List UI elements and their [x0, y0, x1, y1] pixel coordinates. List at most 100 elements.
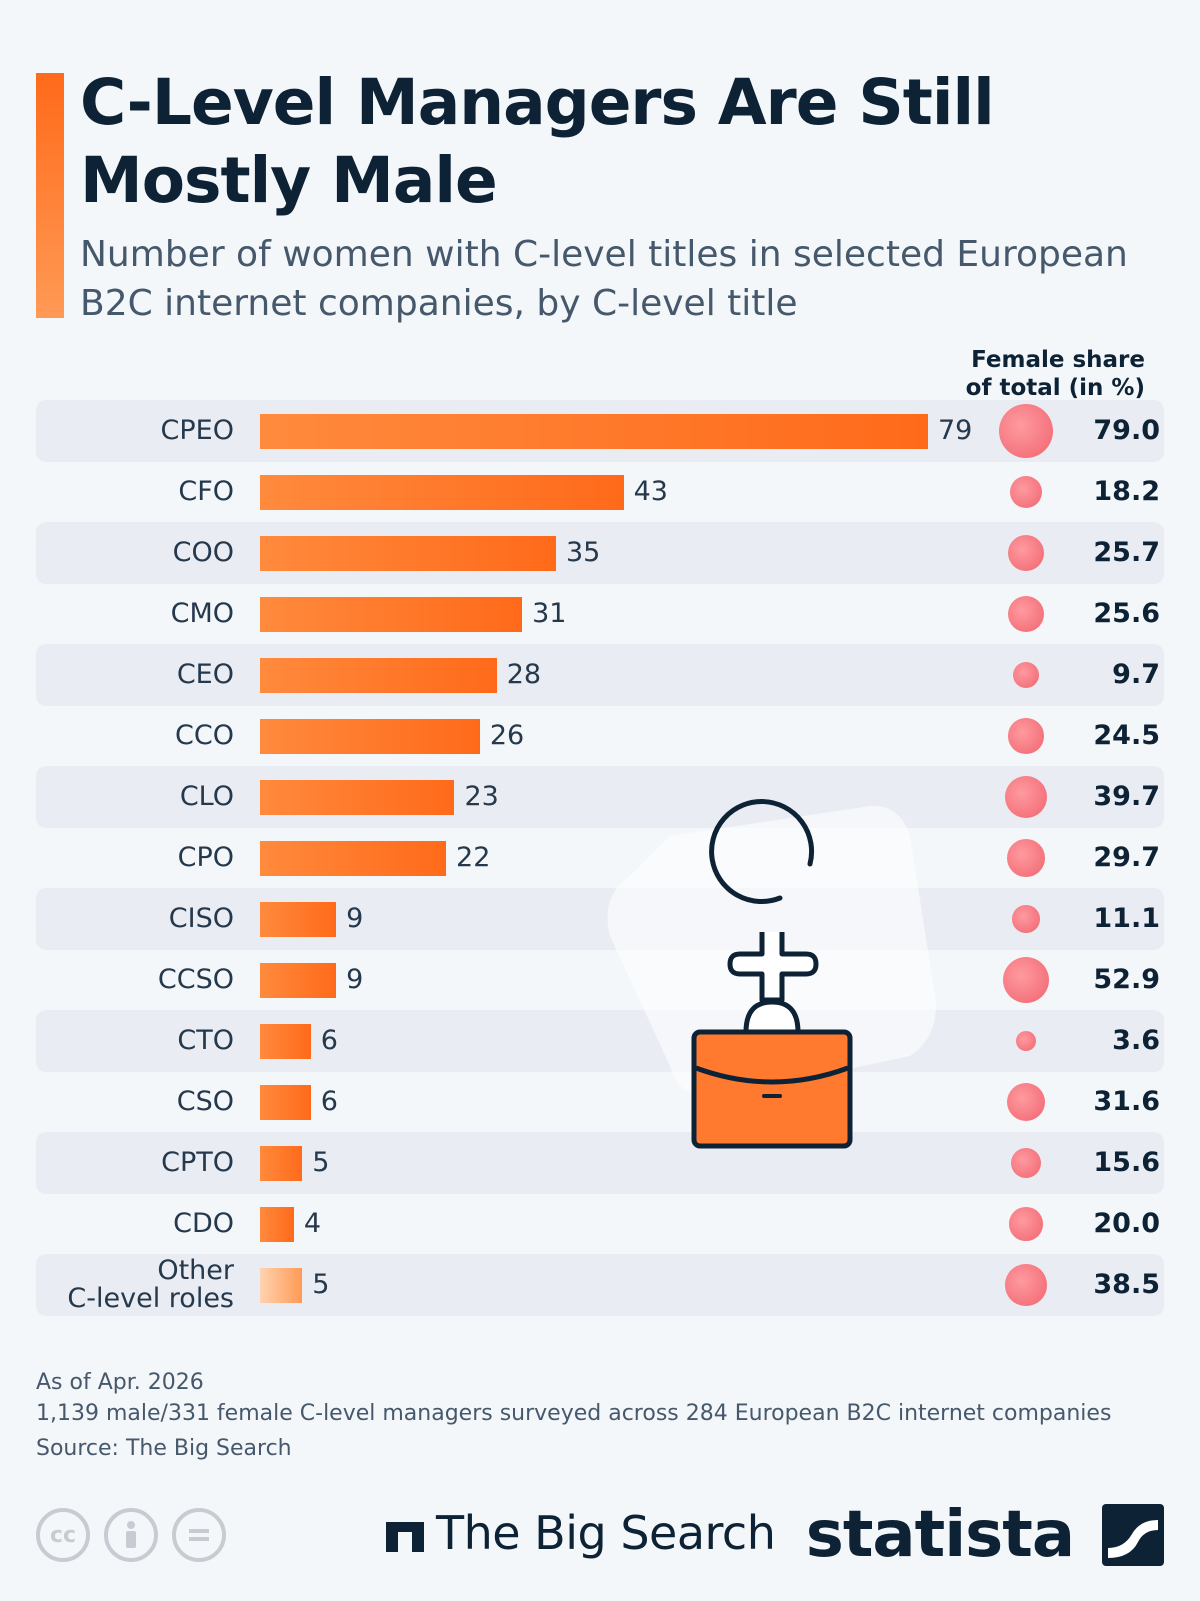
attribution-icon[interactable] — [104, 1508, 158, 1562]
share-bubble — [1012, 905, 1040, 933]
partner-logo: The Big Search — [386, 1506, 776, 1560]
female-share-value: 52.9 — [1093, 964, 1160, 995]
female-share-value: 9.7 — [1112, 659, 1160, 690]
bar — [260, 1207, 294, 1242]
bar-value-label: 26 — [489, 720, 525, 751]
bar — [260, 1024, 311, 1059]
category-label: CTO — [177, 1025, 234, 1056]
no-derivatives-icon[interactable] — [172, 1508, 226, 1562]
the-big-search-logo-icon — [386, 1522, 424, 1552]
female-share-value: 39.7 — [1093, 781, 1160, 812]
footnote-source: Source: The Big Search — [36, 1436, 292, 1461]
chart-subtitle: Number of women with C-level titles in s… — [80, 234, 1128, 324]
chart-row: CEO 28 9.7 — [36, 644, 1164, 706]
share-bubble — [999, 404, 1053, 458]
bar — [260, 1085, 311, 1120]
bar-value-label: 79 — [938, 415, 973, 446]
footnotes: As of Apr. 2026 1,139 male/331 female C-… — [36, 1367, 1186, 1464]
category-label: CEO — [176, 659, 234, 690]
bar-value-label: 23 — [464, 781, 499, 812]
statista-wordmark: statista — [805, 1498, 1075, 1572]
chart-row: CTO 6 3.6 — [36, 1010, 1164, 1072]
share-bubble — [1008, 596, 1044, 632]
bar — [260, 1146, 303, 1181]
category-label: CMO — [170, 598, 234, 629]
female-share-value: 18.2 — [1093, 476, 1160, 507]
partner-name: The Big Search — [436, 1506, 776, 1560]
statista-logo-icon — [1102, 1504, 1164, 1566]
bar — [260, 963, 337, 998]
female-share-value: 3.6 — [1112, 1025, 1160, 1056]
footnote-date: As of Apr. 2026 — [36, 1370, 204, 1395]
female-share-value: 79.0 — [1093, 415, 1160, 446]
female-share-value: 24.5 — [1093, 720, 1160, 751]
category-label: CCSO — [157, 964, 234, 995]
female-share-value: 38.5 — [1093, 1269, 1160, 1300]
footnote-survey: 1,139 male/331 female C-level managers s… — [36, 1401, 1112, 1426]
bar — [260, 414, 928, 449]
female-share-value: 29.7 — [1093, 842, 1160, 873]
creative-commons-icon[interactable]: cc — [36, 1508, 90, 1562]
category-label: COO — [172, 537, 234, 568]
chart-row: CMO 31 25.6 — [36, 583, 1164, 645]
bar-value-label: 6 — [320, 1086, 338, 1117]
chart-row: CSO 6 31.6 — [36, 1071, 1164, 1133]
female-manager-icon — [607, 799, 936, 1149]
share-bubble — [1002, 956, 1050, 1004]
chart-row: COO 35 25.7 — [36, 522, 1164, 584]
chart-row: CPTO 5 15.6 — [36, 1132, 1164, 1194]
share-bubble — [1006, 1082, 1046, 1122]
bar-chart: CPEO 79 79.0 CFO 43 18.2 COO 35 25.7 CMO 31 25.6 CEO… — [36, 400, 1164, 1348]
chart-row: CPO 22 29.7 — [36, 827, 1164, 889]
category-label: Other C-level roles — [67, 1254, 234, 1316]
bar — [260, 841, 447, 876]
bar-value-label: 9 — [346, 964, 364, 995]
title-accent-bar — [36, 73, 64, 318]
share-bubble — [1005, 1264, 1047, 1306]
female-share-value: 15.6 — [1093, 1147, 1160, 1178]
share-bubble — [1010, 1147, 1042, 1179]
cc-text: cc — [49, 1522, 77, 1548]
category-label: CPTO — [161, 1147, 234, 1178]
category-label: CCO — [175, 720, 234, 751]
chart-row: CCSO 9 52.9 — [36, 949, 1164, 1011]
bar-value-label: 43 — [633, 476, 668, 507]
bar — [260, 597, 523, 632]
bar-value-label: 31 — [532, 598, 567, 629]
bar-value-label: 5 — [312, 1269, 330, 1300]
bar-value-label: 6 — [320, 1025, 338, 1056]
category-label: CDO — [173, 1208, 234, 1239]
chart-row: Other C-level roles 5 38.5 — [36, 1254, 1164, 1316]
share-bubble — [1009, 475, 1043, 509]
bar — [260, 658, 497, 693]
female-share-value: 20.0 — [1093, 1208, 1160, 1239]
female-share-header: Female share of total (in %) — [965, 347, 1145, 401]
bar — [260, 536, 556, 571]
category-label: CPO — [177, 842, 234, 873]
license-icons: cc — [36, 1508, 226, 1562]
chart-row: CISO 9 11.1 — [36, 888, 1164, 950]
bar — [260, 1268, 303, 1303]
share-bubble — [1008, 535, 1044, 571]
bar — [260, 902, 337, 937]
category-label: CLO — [179, 781, 234, 812]
share-bubble — [1012, 661, 1040, 689]
share-bubble — [1007, 839, 1045, 877]
bar-value-label: 28 — [506, 659, 542, 690]
category-label: CPEO — [160, 415, 234, 446]
chart-row: CFO 43 18.2 — [36, 461, 1164, 523]
footer: cc The Big Search statista — [36, 1500, 1164, 1570]
chart-row: CDO 4 20.0 — [36, 1193, 1164, 1255]
share-bubble — [1005, 776, 1047, 818]
share-bubble — [1009, 1207, 1043, 1241]
category-label-text: Other C-level roles — [67, 1255, 234, 1314]
category-label: CFO — [178, 476, 234, 507]
chart-row: CCO 26 24.5 — [36, 705, 1164, 767]
category-label: CISO — [168, 903, 234, 934]
bar-value-label: 9 — [346, 903, 364, 934]
chart-row: CLO 23 39.7 — [36, 766, 1164, 828]
chart-row: CPEO 79 79.0 — [36, 400, 1164, 462]
bar — [260, 719, 480, 754]
female-share-value: 25.6 — [1093, 598, 1160, 629]
bar — [260, 780, 455, 815]
